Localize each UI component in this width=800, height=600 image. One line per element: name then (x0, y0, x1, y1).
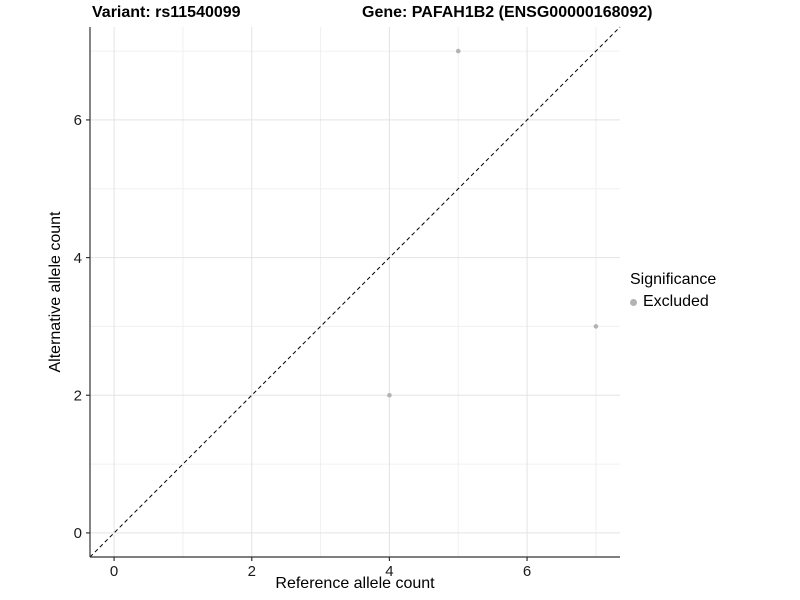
y-axis-title: Alternative allele count (47, 211, 64, 373)
data-point (387, 392, 392, 398)
data-point (455, 48, 461, 54)
gene-title: Gene: PAFAH1B2 (ENSG00000168092) (362, 4, 653, 21)
legend-title: Significance (630, 271, 717, 288)
x-tick-label: 2 (248, 563, 256, 580)
legend: Significance Excluded (630, 270, 716, 311)
x-tick-label: 4 (385, 563, 393, 580)
y-tick-label: 6 (74, 112, 82, 129)
y-tick-label: 4 (74, 250, 82, 267)
circle-icon (630, 298, 637, 306)
x-tick-label: 6 (523, 563, 531, 580)
identity-reference-line (89, 26, 621, 558)
x-axis-title: Reference allele count (275, 575, 435, 592)
x-tick-label: 0 (110, 563, 118, 580)
legend-item-excluded: Excluded (630, 293, 716, 311)
y-tick-label: 0 (74, 525, 82, 542)
legend-item-label: Excluded (643, 293, 709, 310)
variant-title: Variant: rs11540099 (92, 4, 241, 21)
data-point (593, 324, 599, 329)
y-tick-label: 2 (74, 387, 82, 404)
